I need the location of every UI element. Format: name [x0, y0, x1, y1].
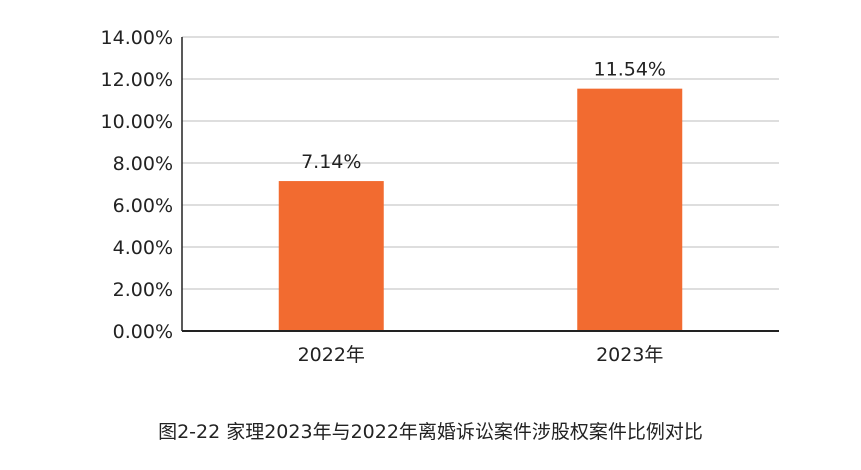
figure-caption: 图2-22 家理2023年与2022年离婚诉讼案件涉股权案件比例对比 — [158, 421, 703, 443]
y-tick-label: 2.00% — [113, 279, 173, 301]
y-tick-label: 6.00% — [113, 195, 173, 217]
y-tick-label: 10.00% — [101, 111, 173, 133]
y-tick-label: 8.00% — [113, 153, 173, 175]
y-axis-tick-labels: 0.00% 2.00% 4.00% 6.00% 8.00% 10.00% 12.00% 14.… — [101, 27, 173, 343]
bars — [278, 88, 683, 331]
x-category-label: 2022年 — [298, 344, 365, 366]
bar-2023年 — [577, 88, 683, 331]
x-axis-category-labels: 2022年 2023年 — [298, 344, 664, 366]
data-label: 7.14% — [301, 151, 361, 173]
data-labels: 7.14% 11.54% — [301, 59, 666, 173]
data-label: 11.54% — [594, 59, 666, 81]
y-tick-label: 4.00% — [113, 237, 173, 259]
gridlines — [182, 36, 779, 290]
bar-2022年 — [278, 181, 384, 331]
y-tick-label: 12.00% — [101, 69, 173, 91]
x-category-label: 2023年 — [596, 344, 663, 366]
y-tick-label: 14.00% — [101, 27, 173, 49]
y-tick-label: 0.00% — [113, 321, 173, 343]
